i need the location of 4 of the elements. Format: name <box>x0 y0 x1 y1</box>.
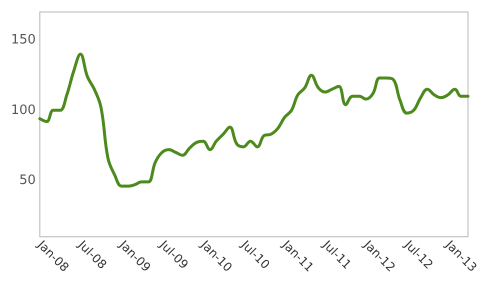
y-tick-label: 50 <box>19 173 36 188</box>
y-tick-label: 100 <box>10 102 36 118</box>
y-tick-label: 150 <box>10 32 36 48</box>
line-series <box>38 52 470 188</box>
